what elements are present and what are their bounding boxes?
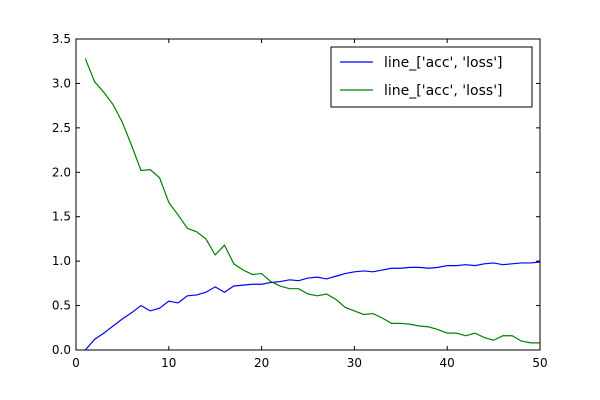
y-tick-label-6: 3.0 bbox=[52, 76, 71, 90]
series-line-0 bbox=[84, 261, 541, 351]
y-tick-label-7: 3.5 bbox=[52, 32, 71, 46]
x-tick-label-2: 20 bbox=[254, 356, 269, 370]
series-line-1 bbox=[84, 58, 540, 344]
x-tick-label-3: 30 bbox=[347, 356, 362, 370]
x-tick-label-1: 10 bbox=[161, 356, 176, 370]
y-tick-label-4: 2.0 bbox=[52, 165, 71, 179]
series-layer bbox=[84, 58, 541, 351]
y-tick-label-0: 0.0 bbox=[52, 343, 71, 357]
y-tick-label-1: 0.5 bbox=[52, 299, 71, 313]
x-tick-label-4: 40 bbox=[440, 356, 455, 370]
plot-frame bbox=[75, 38, 541, 351]
legend: line_['acc', 'loss'] line_['acc', 'loss'… bbox=[330, 46, 533, 108]
legend-label-acc: line_['acc', 'loss'] bbox=[384, 55, 503, 71]
x-tick-label-5: 50 bbox=[532, 356, 547, 370]
legend-label-loss: line_['acc', 'loss'] bbox=[384, 83, 503, 99]
x-tick-label-0: 0 bbox=[72, 356, 80, 370]
y-axis-ticks: 0.0 0.5 1.0 1.5 2.0 2.5 3.0 3.5 bbox=[52, 32, 540, 357]
y-tick-label-2: 1.0 bbox=[52, 254, 71, 268]
y-tick-label-5: 2.5 bbox=[52, 121, 71, 135]
y-tick-label-3: 1.5 bbox=[52, 210, 71, 224]
legend-box bbox=[330, 46, 533, 108]
